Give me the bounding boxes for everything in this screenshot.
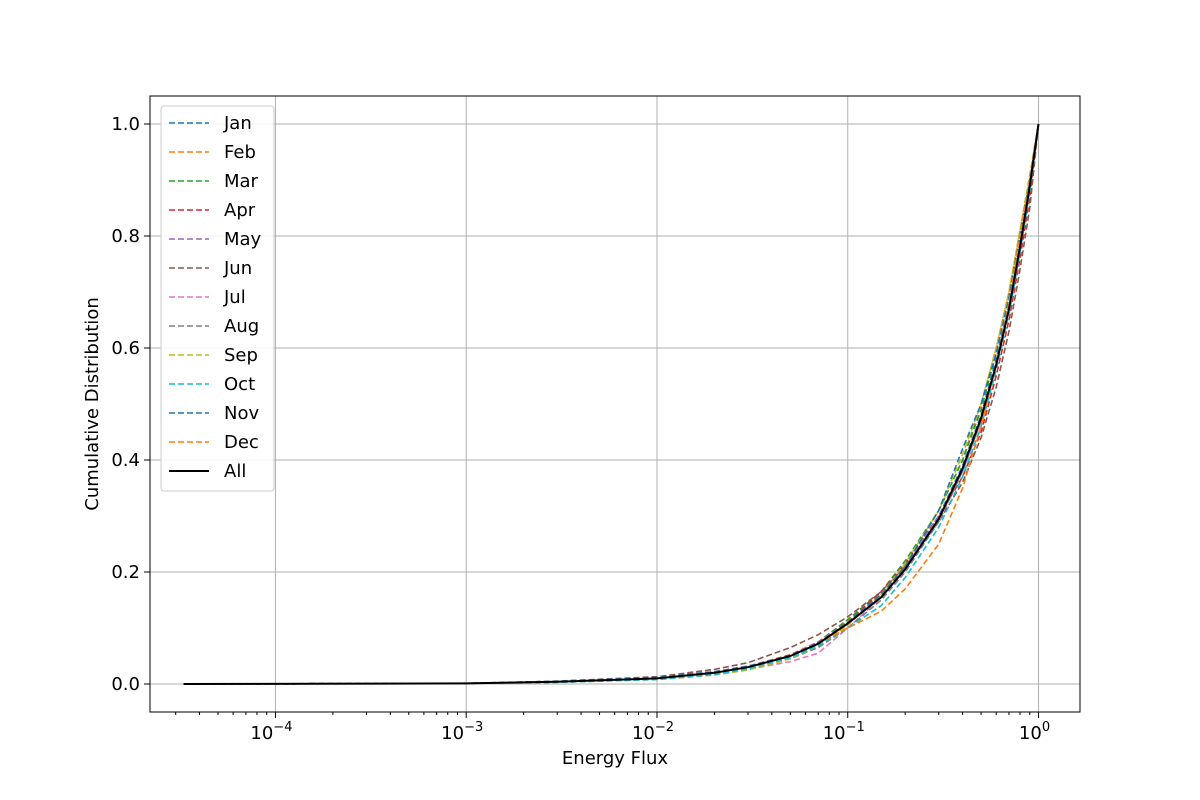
x-axis-label: Energy Flux: [562, 748, 669, 769]
series-lines: [183, 123, 1040, 685]
legend-label: All: [224, 461, 246, 482]
series-line-dec: [183, 123, 1040, 685]
legend-label: Feb: [224, 142, 256, 163]
x-tick-label: 10−3: [441, 720, 483, 744]
y-tick-label: 0.8: [111, 226, 140, 247]
y-tick-label: 0.0: [111, 674, 140, 695]
grid-lines: [150, 96, 1080, 712]
legend-label: Jul: [223, 287, 246, 308]
legend-label: Dec: [224, 432, 259, 453]
series-line-aug: [183, 123, 1040, 685]
y-tick-label: 0.2: [111, 562, 140, 583]
x-tick-label: 10−1: [823, 720, 865, 744]
series-line-nov: [183, 123, 1040, 685]
series-line-jul: [183, 123, 1040, 685]
series-line-mar: [183, 123, 1040, 685]
series-line-oct: [183, 123, 1040, 685]
series-line-feb: [183, 123, 1040, 685]
series-line-may: [183, 123, 1040, 685]
y-axis-label: Cumulative Distribution: [82, 297, 103, 510]
series-line-jun: [183, 123, 1040, 685]
legend-label: Apr: [224, 200, 256, 221]
series-line-sep: [183, 123, 1040, 685]
legend-label: Mar: [224, 171, 259, 192]
legend-label: May: [224, 229, 262, 250]
legend-label: Oct: [224, 374, 255, 395]
legend-label: Jan: [223, 113, 252, 134]
legend-label: Sep: [224, 345, 258, 366]
series-line-jan: [183, 123, 1040, 685]
series-line-apr: [183, 123, 1040, 685]
series-line-all: [183, 123, 1040, 685]
y-tick-label: 1.0: [111, 114, 140, 135]
legend: Jan Feb Mar Apr May Jun Jul Aug Sep Oct Nov Dec All: [160, 105, 275, 492]
x-tick-label: 10−2: [632, 720, 674, 744]
y-tick-label: 0.6: [111, 338, 140, 359]
legend-frame: [160, 105, 275, 492]
plot-frame: [149, 95, 1081, 713]
axis-ticks: 10−4 10−3 10−2 10−1 100 0.0 0.2 0.4 0.6 0.8 1.0: [111, 114, 1050, 744]
legend-label: Aug: [224, 316, 259, 337]
legend-label: Nov: [224, 403, 259, 424]
x-tick-label: 10−4: [250, 720, 292, 744]
legend-label: Jun: [223, 258, 252, 279]
x-tick-label: 100: [1019, 720, 1050, 744]
y-tick-label: 0.4: [111, 450, 140, 471]
